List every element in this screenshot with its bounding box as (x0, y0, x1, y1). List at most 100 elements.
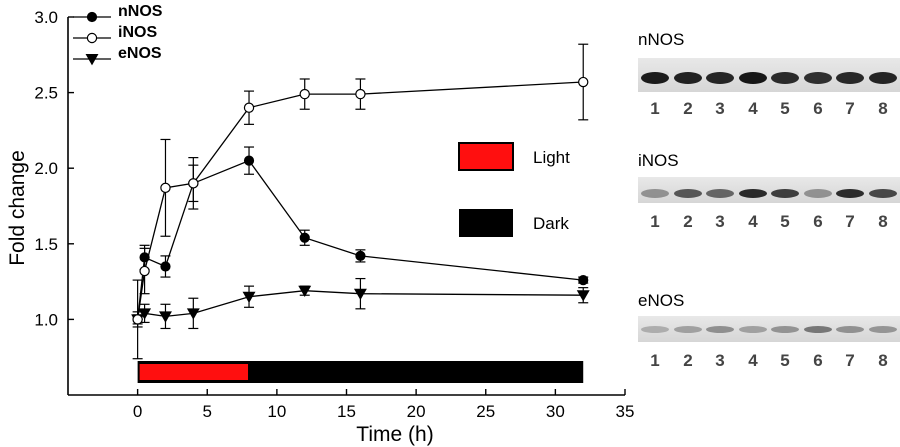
blot-band (674, 72, 702, 84)
legend-label: nNOS (118, 3, 163, 20)
blot-band (706, 326, 734, 333)
data-point (355, 88, 366, 100)
blot-band (804, 189, 832, 198)
data-point (243, 155, 255, 166)
data-point (188, 178, 199, 189)
lane-label: 7 (845, 351, 854, 370)
lane-label: 3 (715, 351, 724, 370)
legend-label: iNOS (118, 24, 157, 41)
blot-band (641, 326, 669, 333)
x-axis-title: Time (h) (356, 423, 433, 446)
series-line-iNOS (136, 81, 584, 320)
lane-label: 1 (650, 99, 659, 118)
lane-label: 2 (683, 212, 692, 231)
data-point (139, 265, 150, 277)
lane-label: 4 (748, 99, 758, 118)
y-tick-label: 2.0 (34, 159, 58, 178)
y-tick-label: 1.5 (34, 235, 58, 254)
lane-label: 7 (845, 99, 854, 118)
x-tick-label: 25 (476, 402, 495, 421)
data-point (578, 76, 589, 88)
blot-band (771, 326, 799, 333)
blot-band (739, 189, 767, 198)
data-point (186, 308, 200, 320)
lane-label: 5 (780, 351, 789, 370)
dark-key-swatch (459, 209, 513, 237)
blot-band (706, 72, 734, 84)
x-tick-label: 0 (133, 402, 142, 421)
lane-label: 8 (878, 212, 887, 231)
y-tick-label: 1.0 (34, 310, 58, 329)
lane-label: 6 (813, 99, 822, 118)
blot-band (706, 189, 734, 198)
lane-label: 8 (878, 99, 887, 118)
lane-label: 1 (650, 212, 659, 231)
legend-label: eNOS (118, 45, 162, 62)
lane-label: 1 (650, 351, 659, 370)
y-tick-label: 3.0 (34, 8, 58, 27)
lane-label: 5 (780, 99, 789, 118)
blot-eNOS: eNOS 1 2 3 4 5 6 7 8 (638, 291, 900, 370)
blot-title: eNOS (638, 291, 684, 310)
data-point (159, 311, 172, 323)
data-point (138, 308, 152, 320)
lane-label: 2 (683, 351, 692, 370)
blot-band (869, 72, 897, 84)
dark-key-label: Dark (533, 214, 569, 233)
blot-band (641, 72, 669, 84)
data-point (299, 88, 310, 100)
lane-label: 6 (813, 351, 822, 370)
dark-period-bar (137, 361, 584, 383)
blot-nNOS: nNOS 1 2 3 4 5 6 7 8 (638, 30, 900, 118)
data-point (578, 274, 589, 286)
lane-label: 8 (878, 351, 887, 370)
blot-band (641, 189, 669, 198)
data-point (160, 182, 171, 194)
data-point (243, 102, 255, 113)
blot-band (869, 326, 897, 333)
legend-marker (86, 32, 98, 44)
y-axis-title: Fold change (6, 150, 29, 266)
series-iNOS (132, 43, 589, 360)
western-blots: nNOS 1 2 3 4 5 6 7 8 iNOS 1 2 3 4 5 6 7 8 eNOS 1 2 3 4 5 6 7 8 (638, 30, 900, 370)
data-point (242, 291, 256, 304)
data-point (355, 250, 366, 261)
blot-band (836, 326, 864, 333)
data-point (353, 288, 367, 301)
lane-label: 3 (715, 99, 724, 118)
legend-marker (85, 54, 99, 66)
lane-label: 4 (748, 351, 758, 370)
lane-label: 2 (683, 99, 692, 118)
blot-band (804, 326, 832, 333)
blot-membrane (638, 177, 900, 203)
lane-label: 4 (748, 212, 758, 231)
data-point (132, 314, 143, 325)
blot-band (836, 189, 864, 198)
light-key-swatch (458, 142, 514, 171)
x-tick-label: 20 (407, 402, 426, 421)
lane-label: 7 (845, 212, 854, 231)
blot-band (674, 189, 702, 198)
x-tick-label: 10 (267, 402, 286, 421)
blot-band (739, 326, 767, 333)
blot-band (804, 72, 832, 84)
lane-label: 6 (813, 212, 822, 231)
legend-marker (86, 11, 98, 23)
blot-iNOS: iNOS 1 2 3 4 5 6 7 8 (638, 151, 900, 231)
line-chart: 1.0 1.5 2.0 2.5 3.0 0 5 10 15 20 25 30 35 Time (h) Fol… (6, 3, 634, 446)
blot-band (674, 326, 702, 333)
light-key-label: Light (533, 148, 570, 167)
x-tick-label: 35 (616, 402, 635, 421)
x-tick-label: 5 (203, 402, 212, 421)
series-eNOS (131, 277, 590, 330)
lane-label: 3 (715, 212, 724, 231)
series-line-eNOS (137, 290, 584, 320)
blot-band (739, 72, 767, 84)
light-dark-key: Light Dark (458, 142, 570, 237)
blot-title: iNOS (638, 151, 679, 170)
data-point (576, 290, 590, 302)
y-tick-label: 2.5 (34, 84, 58, 103)
lane-label: 5 (780, 212, 789, 231)
blot-band (869, 189, 897, 198)
